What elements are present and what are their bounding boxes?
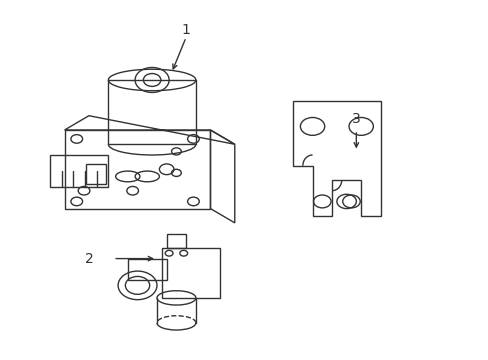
Text: 1: 1: [182, 23, 190, 37]
Text: 2: 2: [84, 252, 93, 266]
Text: 3: 3: [351, 112, 360, 126]
